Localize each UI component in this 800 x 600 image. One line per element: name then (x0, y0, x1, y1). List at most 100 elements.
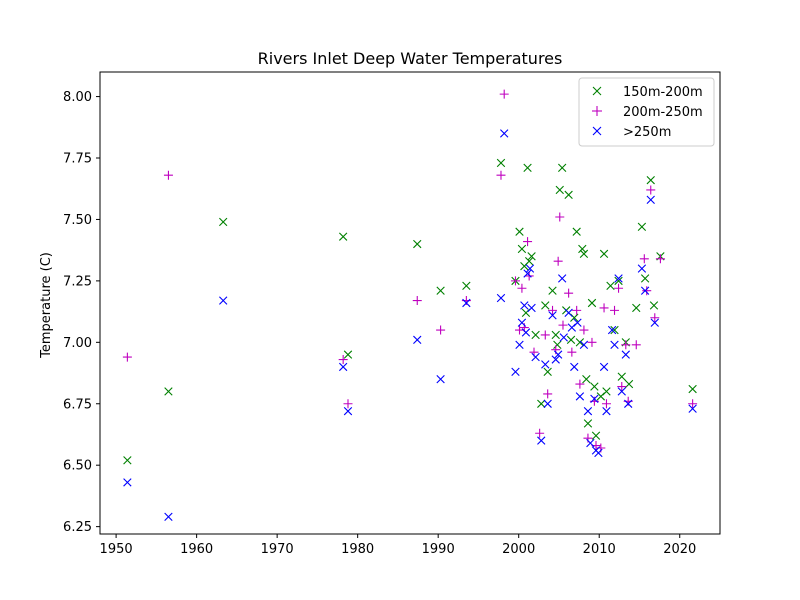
data-point (524, 271, 534, 281)
data-point (557, 274, 567, 283)
x-tick-label: 1980 (341, 542, 374, 557)
data-point (646, 185, 656, 195)
data-point (527, 252, 536, 261)
data-point (579, 325, 589, 335)
data-point (632, 303, 641, 313)
data-point (531, 330, 540, 340)
y-tick-label: 7.75 (63, 152, 92, 167)
data-point (412, 296, 422, 306)
data-point (624, 379, 634, 389)
data-point (587, 337, 597, 347)
data-point (591, 431, 601, 440)
data-point (599, 249, 609, 259)
data-point (338, 355, 348, 365)
data-point (436, 325, 446, 335)
data-point (338, 362, 348, 372)
data-point (558, 320, 568, 330)
x-tick-label: 1960 (180, 542, 213, 557)
data-point (599, 303, 609, 313)
data-point (515, 325, 525, 335)
data-point (587, 298, 597, 308)
data-point (621, 340, 631, 350)
data-point (525, 264, 535, 273)
data-point (642, 286, 652, 296)
data-point (517, 318, 527, 327)
data-point (553, 350, 563, 359)
data-point (614, 274, 623, 283)
data-point (523, 163, 532, 173)
data-point (413, 335, 422, 345)
data-point (551, 355, 560, 364)
data-point (614, 283, 624, 293)
data-point (343, 399, 353, 409)
data-point (543, 399, 552, 408)
data-point (688, 404, 697, 413)
data-point (564, 190, 573, 200)
data-point (617, 382, 627, 392)
data-point (559, 333, 568, 342)
data-point (557, 163, 567, 173)
data-point (164, 387, 173, 396)
legend-label-150m-200m: 150m-200m (623, 85, 703, 100)
data-point (523, 269, 532, 278)
data-point (621, 350, 630, 359)
data-point (555, 212, 565, 222)
data-point (521, 328, 531, 337)
data-point (535, 428, 545, 438)
y-tick-label: 6.75 (63, 397, 92, 412)
data-point (617, 387, 626, 396)
x-tick-label: 1990 (422, 542, 455, 557)
y-tick-label: 8.00 (63, 90, 92, 105)
data-point (579, 340, 589, 349)
data-point (575, 379, 585, 389)
data-point (543, 367, 552, 376)
data-point (602, 406, 611, 416)
legend-marker-150m-200m (592, 86, 602, 96)
data-point (639, 254, 649, 264)
data-point (617, 372, 626, 381)
y-tick-label: 7.25 (63, 274, 92, 289)
data-point (219, 217, 228, 227)
data-point (515, 340, 524, 349)
legend-label-gt250m: >250m (623, 125, 671, 140)
data-point (579, 249, 589, 259)
data-point (567, 347, 577, 357)
data-point (496, 293, 506, 303)
data-point (640, 274, 650, 283)
data-point (640, 286, 650, 295)
data-point (122, 352, 132, 362)
x-tick-label: 2020 (663, 542, 696, 557)
data-point (566, 335, 576, 345)
data-point (527, 303, 536, 313)
data-point (343, 350, 353, 359)
legend-label-200m-250m: 200m-250m (623, 105, 703, 120)
data-point (637, 264, 647, 273)
data-point (520, 301, 529, 310)
series-150m-200m (123, 158, 697, 465)
data-point (537, 436, 546, 445)
data-point (655, 254, 665, 264)
y-tick-label: 7.50 (63, 213, 92, 228)
data-point (413, 239, 422, 249)
data-point (555, 185, 564, 195)
data-point (531, 352, 540, 362)
data-point (583, 419, 593, 428)
data-point (582, 374, 591, 384)
data-point (163, 170, 173, 180)
x-tick-label: 2010 (583, 542, 616, 557)
data-point (606, 281, 615, 290)
data-point (573, 318, 582, 327)
data-point (646, 195, 655, 204)
data-point (517, 244, 527, 254)
data-point (436, 374, 445, 384)
axis-ticks: 1950 1960 1970 1980 1990 2000 2010 2020 6.25 6.50… (63, 90, 696, 557)
data-point (496, 170, 506, 180)
data-point (462, 298, 471, 308)
data-point (646, 175, 655, 185)
data-point (553, 340, 562, 349)
data-point (594, 448, 603, 458)
data-point (575, 392, 585, 401)
data-point (590, 394, 599, 404)
data-point (575, 338, 585, 347)
